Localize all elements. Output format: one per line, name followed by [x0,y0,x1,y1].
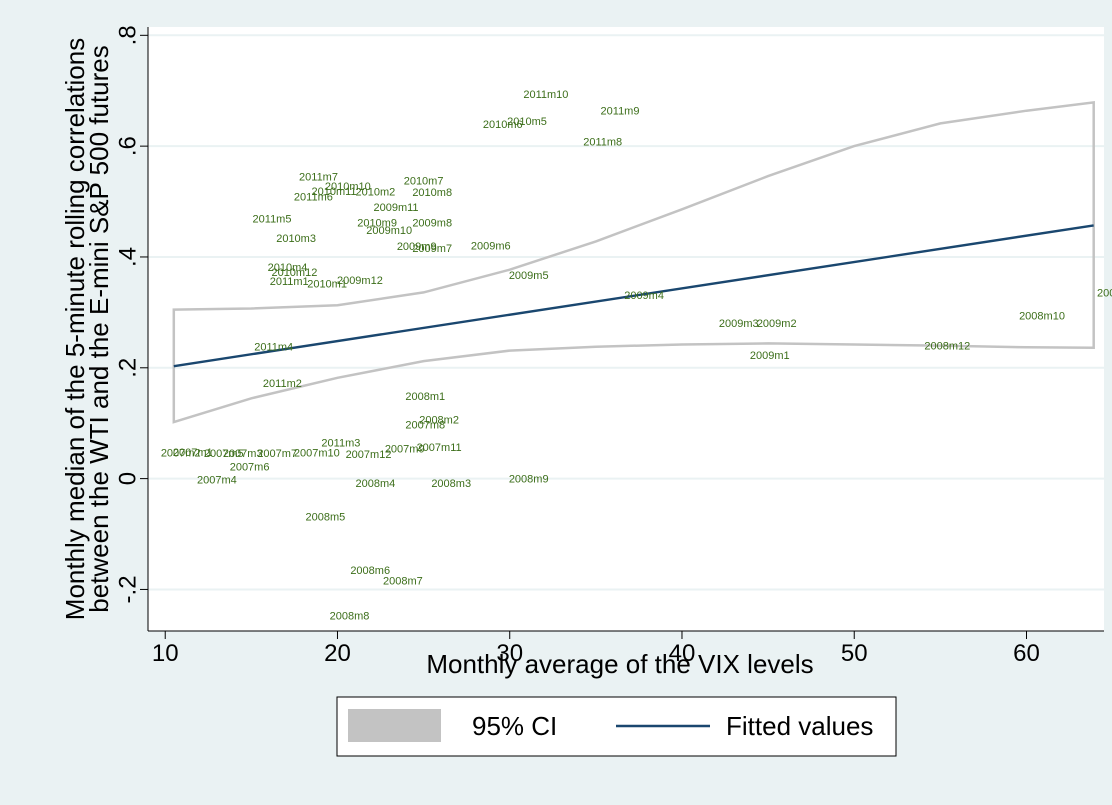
point-label-2007m7: 2007m7 [257,448,297,460]
point-label-2010m3: 2010m3 [276,233,316,245]
x-axis-ticks: 10 20 30 40 50 60 [152,631,1040,667]
point-label-2009m2: 2009m2 [757,318,797,330]
point-label-2009m3: 2009m3 [719,318,759,330]
point-label-2008m5: 2008m5 [306,511,346,523]
point-label-2007m2: 2007m2 [161,448,201,460]
point-label-2007m11: 2007m11 [417,442,462,454]
point-label-2008m1: 2008m1 [405,391,445,403]
point-label-2011m8: 2011m8 [583,137,622,149]
point-label-2010m4: 2010m4 [268,262,308,274]
point-label-2011m10: 2011m10 [523,89,568,101]
point-label-2008m3: 2008m3 [431,478,471,490]
plot-area [148,27,1104,631]
point-label-2007m5: 2007m5 [204,448,244,460]
x-tick-label-4: 50 [841,640,868,667]
point-label-2009m7: 2009m7 [412,243,452,255]
point-label-2008m4: 2008m4 [356,478,396,490]
y-axis-title-line1: Monthly median of the 5-minute rolling c… [60,38,90,620]
point-label-2010m11: 2010m11 [311,186,356,198]
legend-fitted-label: Fitted values [726,711,873,741]
x-tick-label-5: 60 [1013,640,1040,667]
point-label-2007m1: 2007m1 [173,447,213,459]
y-axis-title: Monthly median of the 5-minute rolling c… [60,38,114,620]
point-label-2007m4: 2007m4 [197,475,237,487]
y-tick-label-3: .4 [115,247,142,267]
point-label-2007m10: 2007m10 [294,448,340,460]
point-label-2009m11: 2009m11 [373,202,418,214]
x-tick-label-2: 30 [496,640,523,667]
point-label-2009m4: 2009m4 [624,290,664,302]
y-tick-label-0: -.2 [115,575,142,603]
point-label-2011m7: 2011m7 [299,172,338,184]
point-label-2011m1: 2011m1 [270,276,309,288]
grid-lines [148,34,1104,591]
point-label-2010m9: 2010m9 [357,218,397,230]
y-tick-label-2: .2 [115,358,142,378]
point-label-2007m8: 2007m8 [405,419,445,431]
ci-band-outline [172,100,1095,424]
point-label-2011m9: 2011m9 [601,106,640,118]
point-label-2008m2: 2008m2 [419,414,459,426]
point-label-2007m9: 2007m9 [385,444,425,456]
point-label-2011m4: 2011m4 [254,342,293,354]
legend-ci-swatch [348,709,441,742]
point-label-2010m5: 2010m5 [507,116,547,128]
point-label-2010m7: 2010m7 [404,176,444,188]
point-label-2008m10: 2008m10 [1019,311,1065,323]
legend: 95% CI Fitted values [336,696,897,757]
point-label-2011m3: 2011m3 [321,438,360,450]
point-label-2007m3: 2007m3 [223,448,263,460]
x-axis-title: Monthly average of the VIX levels [426,649,813,679]
y-tick-label-1: 0 [115,472,142,485]
point-label-2009m6: 2009m6 [471,240,511,252]
point-label-2009m9: 2009m9 [397,241,437,253]
point-label-2009m5: 2009m5 [509,270,549,282]
point-label-2008m8: 2008m8 [330,611,370,623]
y-axis-title-line2: between the WTI and the E-mini S&P 500 f… [84,45,114,613]
point-label-2007m12: 2007m12 [346,449,392,461]
point-label-2008m9: 2008m9 [509,474,549,486]
point-label-2009m8: 2009m8 [412,218,452,230]
y-tick-label-5: .8 [115,25,142,45]
point-label-2009m1: 2009m1 [750,350,790,362]
fitted-line [173,224,1094,368]
point-label-2008m6: 2008m6 [350,565,390,577]
point-label-2010m12: 2010m12 [271,267,317,279]
point-label-2007m6: 2007m6 [230,461,270,473]
y-axis-ticks: -.2 0 .2 .4 .6 .8 [115,25,148,603]
point-label-2011m6: 2011m6 [294,192,333,204]
point-label-2010m10: 2010m10 [325,181,371,193]
point-label-2008m12: 2008m12 [924,341,970,353]
point-label-2010m6: 2010m6 [483,119,523,131]
point-label-2010m2: 2010m2 [356,187,396,199]
confidence-band [172,100,1095,424]
legend-ci-label: 95% CI [472,711,557,741]
point-label-2010m1: 2010m1 [307,279,347,291]
point-label-2010m8: 2010m8 [412,187,452,199]
point-label-2008m7: 2008m7 [383,576,423,588]
fitted-line-group [173,224,1094,368]
point-label-2011m5: 2011m5 [253,214,292,226]
x-tick-label-3: 40 [669,640,696,667]
point-label-2008m11: 2008m11 [1097,287,1112,299]
point-label-2009m12: 2009m12 [337,275,383,287]
point-label-2009m10: 2009m10 [366,225,412,237]
x-tick-label-1: 20 [324,640,351,667]
x-tick-label-0: 10 [152,640,179,667]
y-tick-label-4: .6 [115,136,142,156]
point-label-2011m2: 2011m2 [263,378,302,390]
